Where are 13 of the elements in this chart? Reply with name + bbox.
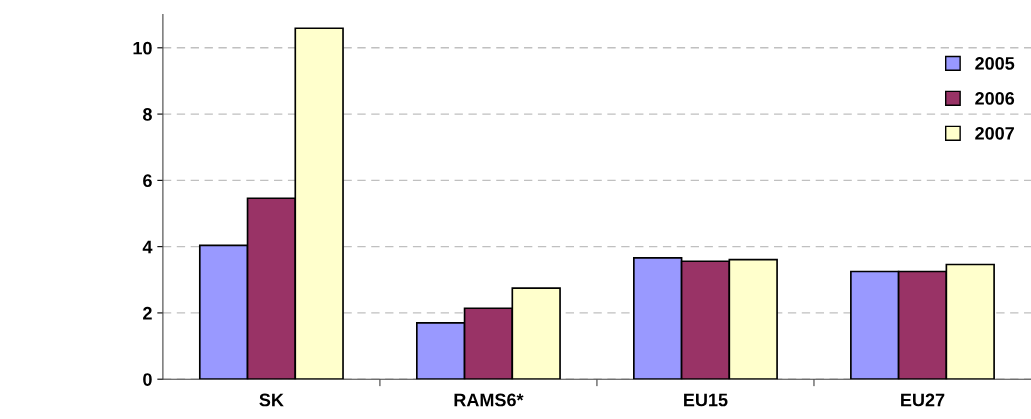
y-tick-label: 2 <box>143 306 152 320</box>
y-tick-label: 4 <box>142 240 153 254</box>
y-tick-label: 6 <box>143 174 152 188</box>
y-tick-label: 0 <box>143 373 152 386</box>
legend-label: 2005 <box>975 57 1015 70</box>
legend-label: 2007 <box>975 126 1014 140</box>
x-tick-label: EU15 <box>684 393 728 407</box>
x-tick-label: EU27 <box>901 393 945 407</box>
x-tick-label: RAMS6* <box>454 393 524 407</box>
y-tick-label: 8 <box>143 108 152 121</box>
y-tick-label: 10 <box>133 41 152 55</box>
legend-label: 2006 <box>975 91 1015 105</box>
x-tick-label: SK <box>259 393 284 407</box>
